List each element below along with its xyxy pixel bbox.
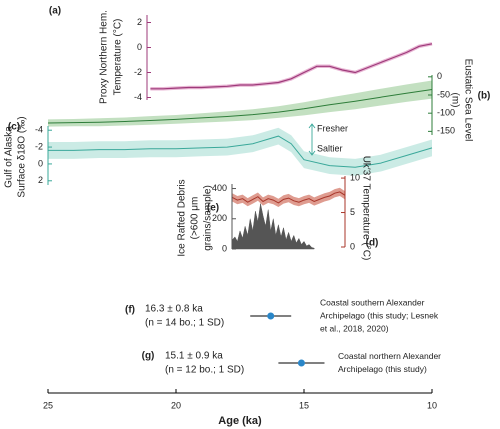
y-axis-label: Ice Rafted Debris: [177, 179, 188, 256]
estimate-label: (n = 12 bo.; 1 SD): [165, 365, 244, 376]
panel-label: (c): [8, 122, 20, 133]
y-axis-label: Gulf of Alaska: [4, 126, 15, 188]
y-tick-label: 0: [38, 158, 43, 168]
y-tick-label: 10: [350, 172, 360, 182]
data-line: [232, 191, 346, 204]
estimate-label: 15.1 ± 0.9 ka: [165, 351, 223, 362]
age-point: [267, 312, 275, 320]
y-axis-label: (m): [449, 93, 460, 108]
age-point: [297, 359, 305, 367]
x-axis-label: Age (ka): [218, 415, 262, 427]
y-axis-label: (>600 μm: [190, 197, 201, 240]
panel-label: (g): [142, 351, 155, 362]
y-axis-label: Eustatic Sea Level: [462, 59, 473, 142]
data-line: [150, 43, 433, 90]
arrow: [308, 123, 316, 156]
y-tick-label: 2: [38, 175, 43, 185]
y-axis-label: Uk′37 Temperature (°C): [360, 156, 371, 261]
y-tick-label: 200: [212, 213, 227, 223]
y-tick-label: -2: [134, 67, 142, 77]
uncertainty-band: [48, 127, 432, 176]
site-description: et al., 2018, 2020): [320, 323, 389, 333]
panel: 0 200 400 Ice Rafted Debris (>600 μm grains/s…: [177, 179, 315, 257]
site-description: Archipelago (this study; Lesnek: [320, 310, 439, 320]
panel-label: (a): [49, 6, 61, 17]
panel-label: (b): [478, 91, 491, 102]
data-line: [47, 89, 433, 124]
panel: -150 -100 -50 0 Eustatic Sea Level(m) (b): [47, 59, 491, 142]
y-tick-label: -4: [35, 125, 43, 135]
y-tick-label: 400: [212, 183, 227, 193]
panel: -4 -2 0 2 Proxy Northern Hem. Temperature (°C…: [49, 6, 433, 104]
y-tick-label: -100: [437, 108, 455, 118]
panel-label: (d): [366, 238, 379, 249]
site-description: Coastal southern Alexander: [320, 297, 425, 307]
x-tick-label: 20: [171, 400, 181, 410]
line-halo: [150, 42, 433, 91]
site-description: Coastal northern Alexander: [338, 351, 441, 361]
data-line: [48, 135, 433, 168]
y-axis-label: Temperature (°C): [113, 19, 124, 96]
y-tick-label: -50: [437, 89, 450, 99]
panel-label: (f): [125, 305, 135, 316]
y-axis-label: Proxy Northern Hem.: [99, 10, 110, 104]
annotation: Saltier: [317, 143, 343, 153]
y-tick-label: -2: [35, 141, 43, 151]
panel-label: (e): [207, 203, 219, 214]
age-estimate: (f) 16.3 ± 0.8 ka (n = 14 bo.; 1 SD) Coasta…: [125, 297, 439, 333]
x-tick-label: 10: [427, 400, 437, 410]
x-tick-label: 15: [299, 400, 309, 410]
ird-area: [232, 203, 315, 250]
age-estimate: (g) 15.1 ± 0.9 ka (n = 12 bo.; 1 SD) Coasta…: [142, 351, 442, 376]
y-axis-label: Surface δ18O (‰): [17, 116, 28, 197]
y-tick-label: 0: [437, 71, 442, 81]
estimate-label: 16.3 ± 0.8 ka: [145, 304, 203, 315]
y-tick-label: 0: [222, 243, 227, 253]
panel: -4 -2 0 2 Gulf of Alaska Surface δ18O (‰)(c) F…: [4, 116, 433, 198]
x-axis: Age (ka): [48, 392, 432, 427]
panel: 0 5 10 Uk′37 Temperature (°C)(d): [232, 156, 379, 261]
annotation: Fresher: [317, 123, 348, 133]
y-axis-label: grains/sample): [203, 185, 214, 251]
y-tick-label: 0: [137, 42, 142, 52]
y-tick-label: -150: [437, 126, 455, 136]
y-tick-label: -4: [134, 92, 142, 102]
y-tick-label: 5: [350, 207, 355, 217]
uncertainty-band: [232, 187, 345, 207]
estimate-label: (n = 14 bo.; 1 SD): [145, 318, 224, 329]
y-tick-label: 2: [137, 17, 142, 27]
x-tick-label: 25: [43, 400, 53, 410]
site-description: Archipelago (this study): [338, 364, 427, 374]
y-tick-label: 0: [350, 241, 355, 251]
